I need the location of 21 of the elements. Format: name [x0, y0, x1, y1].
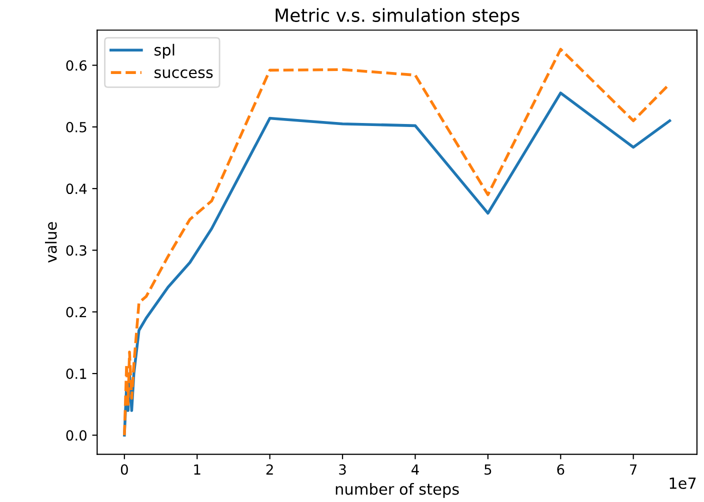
x-tick-label: 3 [339, 464, 346, 475]
y-tick-label: 0.5 [66, 122, 86, 132]
y-tick-label: 0.0 [66, 430, 87, 441]
legend-label: spl [154, 44, 174, 59]
y-tick-label: 0.4 [66, 184, 87, 194]
y-tick-label: 0.3 [66, 245, 86, 256]
x-tick-label: 6 [557, 464, 564, 475]
x-axis-title: number of steps [336, 483, 459, 498]
y-tick-label: 0.2 [66, 306, 86, 318]
x-tick-label: 4 [411, 464, 419, 475]
x-tick-label: 7 [630, 464, 637, 475]
y-tick-label: 0.1 [66, 368, 86, 380]
y-axis-title: value [45, 222, 57, 263]
x-tick-label: 0 [120, 464, 128, 475]
y-tick-label: 0.6 [66, 60, 87, 71]
x-tick-label: 5 [484, 464, 492, 475]
legend-label: success [154, 69, 213, 78]
chart-title: Metric v.s. simulation steps [276, 8, 520, 26]
x-tick-label: 2 [266, 464, 273, 475]
text: 1e7 [670, 478, 696, 489]
x-tick-label: 1 [194, 464, 200, 475]
